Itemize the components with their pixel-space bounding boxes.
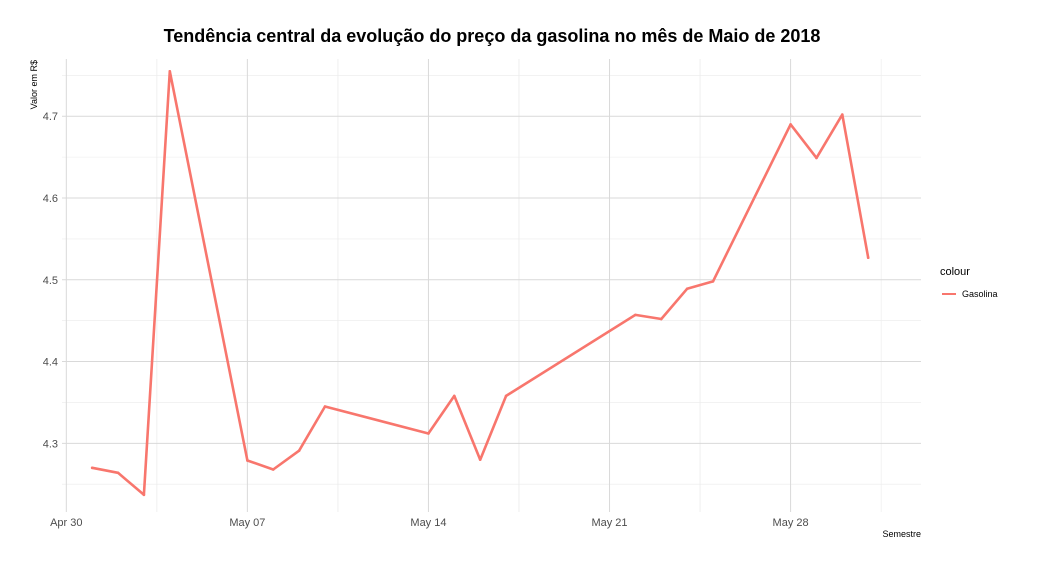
- data-point: [478, 458, 482, 461]
- data-point: [789, 123, 792, 126]
- legend-title: colour: [940, 266, 970, 278]
- x-tick-label: May 07: [229, 517, 265, 529]
- data-point: [841, 113, 844, 116]
- data-point: [453, 394, 456, 398]
- x-tick-labels: Apr 30 May 07 May 14 May 21 May 28: [50, 517, 809, 529]
- chart-title: Tendência central da evolução do preço d…: [163, 26, 821, 46]
- y-tick-label: 4.6: [43, 193, 58, 205]
- data-point: [168, 69, 172, 73]
- data-point: [685, 287, 689, 291]
- data-point: [323, 405, 327, 408]
- data-point: [427, 432, 430, 435]
- series-line-gasolina: [90, 70, 870, 497]
- data-point: [297, 449, 301, 452]
- x-tick-label: May 14: [410, 517, 446, 529]
- y-tick-label: 4.4: [43, 357, 58, 369]
- y-tick-label: 4.3: [43, 438, 58, 450]
- grid-minor: [62, 59, 921, 512]
- x-tick-label: May 21: [591, 517, 627, 529]
- legend-label-gasolina: Gasolina: [962, 289, 998, 299]
- grid-major: [62, 59, 921, 512]
- x-tick-label: May 28: [773, 517, 809, 529]
- y-tick-labels: 4.3 4.4 4.5 4.6 4.7: [43, 111, 58, 450]
- y-axis-title: Valor em R$: [29, 60, 39, 109]
- x-tick-label: Apr 30: [50, 517, 82, 529]
- data-point: [815, 156, 818, 160]
- y-tick-label: 4.7: [43, 111, 58, 123]
- data-point: [246, 459, 249, 462]
- data-point: [116, 471, 120, 475]
- data-point: [634, 313, 637, 317]
- x-axis-title: Semestre: [882, 529, 921, 539]
- data-point: [711, 280, 715, 283]
- y-tick-label: 4.5: [43, 275, 58, 287]
- data-point: [659, 317, 663, 321]
- data-point: [504, 394, 508, 398]
- legend: colour Gasolina: [940, 266, 998, 299]
- data-point: [271, 468, 275, 471]
- data-point: [90, 466, 94, 470]
- data-point: [142, 493, 146, 497]
- data-point: [866, 256, 870, 259]
- series-layer: [90, 69, 870, 497]
